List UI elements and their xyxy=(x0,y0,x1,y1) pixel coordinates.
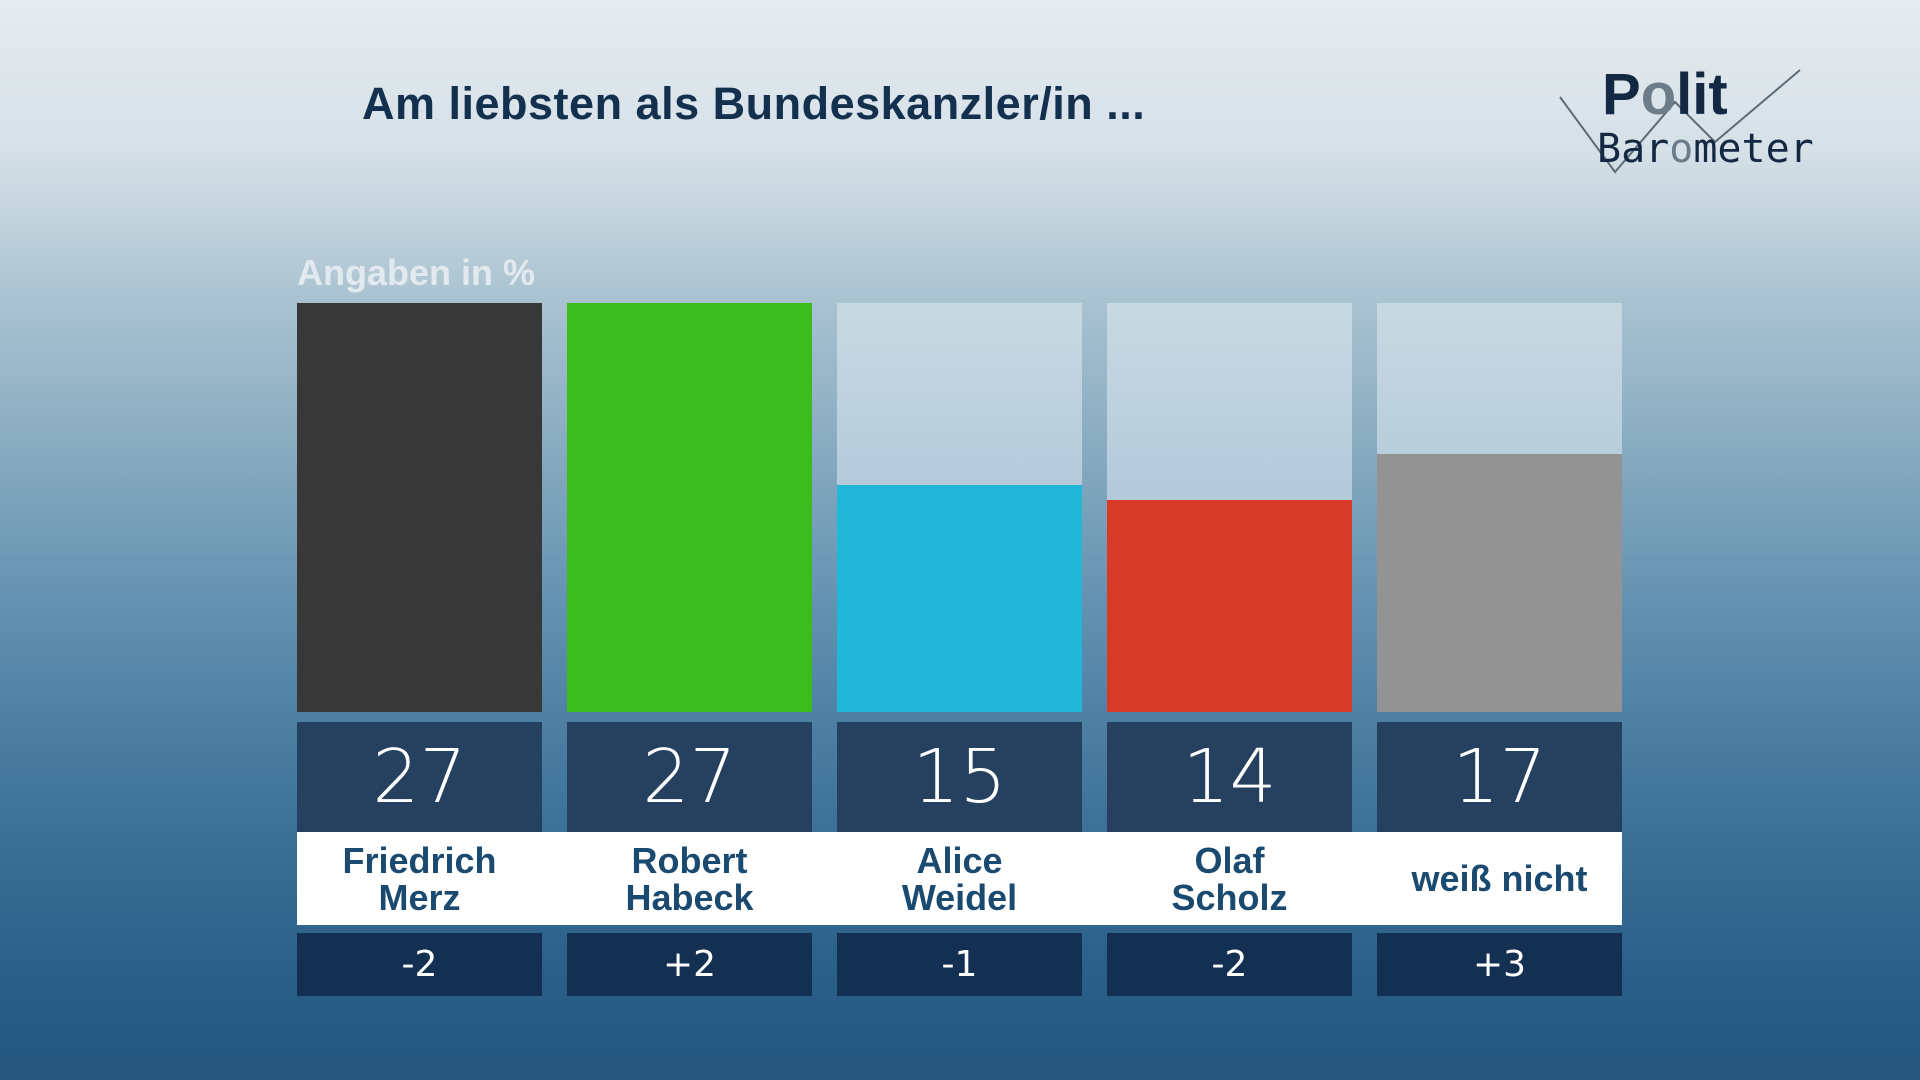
unit-label: Angaben in % xyxy=(297,252,536,293)
change-label: -1 xyxy=(837,933,1082,996)
category-label: Friedrich Merz xyxy=(297,832,567,925)
category-label: weiß nicht xyxy=(1377,832,1622,925)
bar xyxy=(297,303,542,712)
bar-track xyxy=(567,303,812,712)
change-label: -2 xyxy=(1107,933,1352,996)
change-label: +3 xyxy=(1377,933,1622,996)
bar xyxy=(1107,499,1352,712)
value-label: 14 xyxy=(1107,722,1352,832)
bar-track xyxy=(837,303,1082,712)
logo-barometer: Barometer xyxy=(1597,126,1814,172)
bar-track xyxy=(1377,303,1622,712)
logo-polit: Polit xyxy=(1602,62,1728,127)
category-label: Alice Weidel xyxy=(837,832,1107,925)
value-label: 17 xyxy=(1377,722,1622,832)
category-text: Robert Habeck xyxy=(625,839,754,918)
bar-track xyxy=(1107,303,1352,712)
category-text: Alice Weidel xyxy=(901,839,1018,918)
category-text: weiß nicht xyxy=(1411,858,1588,899)
bar-track xyxy=(297,303,542,712)
bar xyxy=(567,303,812,712)
category-label: Robert Habeck xyxy=(567,832,837,925)
politbarometer-logo: Polit Barometer xyxy=(1559,62,1814,174)
value-label: 15 xyxy=(837,722,1082,832)
chart-title: Am liebsten als Bundeskanzler/in ... xyxy=(362,78,1146,129)
category-label: Olaf Scholz xyxy=(1107,832,1377,925)
value-label: 27 xyxy=(297,722,542,832)
bar xyxy=(837,484,1082,712)
bar xyxy=(1377,454,1622,712)
value-label: 27 xyxy=(567,722,812,832)
change-label: +2 xyxy=(567,933,812,996)
change-label: -2 xyxy=(297,933,542,996)
category-text: Olaf Scholz xyxy=(1171,839,1288,918)
category-text: Friedrich Merz xyxy=(342,839,497,918)
